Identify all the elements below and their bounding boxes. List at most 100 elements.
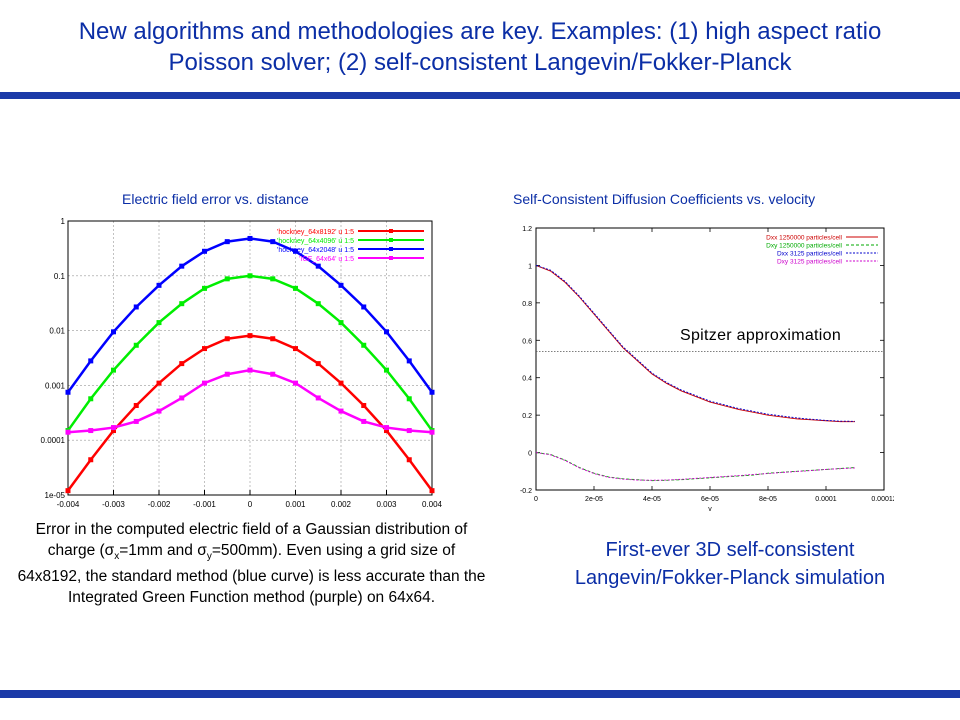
left-data-point — [111, 425, 116, 431]
left-y-tick-label: 0.001 — [45, 381, 66, 390]
left-data-point — [315, 361, 321, 367]
left-legend-label: 'IGF_64x64' u 1:5 — [299, 256, 354, 263]
left-data-point — [406, 396, 412, 402]
right-y-tick-label: 0.4 — [522, 376, 532, 383]
left-data-point — [406, 428, 412, 434]
right-legend-label: Dxy 3125 particles/cell — [777, 259, 843, 266]
left-data-point — [247, 235, 253, 241]
description-part-1: Error in the computed electric field of … — [35, 521, 468, 559]
right-x-tick-label: 0.00012 — [871, 496, 894, 503]
left-data-point — [293, 346, 298, 352]
left-x-tick-label: -0.003 — [102, 500, 125, 509]
left-data-point — [338, 320, 344, 326]
left-x-tick-label: -0.004 — [57, 500, 80, 509]
top-accent-bar — [0, 92, 960, 99]
left-data-point — [65, 429, 71, 435]
left-data-point — [133, 418, 139, 424]
sigma-x-symbol: σ — [104, 541, 115, 559]
right-plot-frame — [535, 227, 885, 491]
left-data-point — [315, 263, 321, 269]
right-x-tick-label: 8e-05 — [759, 496, 777, 503]
left-data-point — [361, 418, 367, 424]
right-x-axis-label: v — [708, 506, 712, 512]
right-x-tick-label: 0.0001 — [815, 496, 837, 503]
left-data-point — [133, 304, 139, 310]
left-data-point — [202, 346, 207, 352]
bottom-accent-bar — [0, 690, 960, 698]
left-data-point — [179, 301, 185, 307]
sigma-y-symbol: σ — [197, 541, 207, 559]
right-y-tick-label: 0.8 — [522, 301, 532, 308]
left-legend-marker — [389, 247, 393, 251]
simulation-summary-line-1: First-ever 3D self-consistent — [605, 539, 855, 561]
left-data-point — [179, 263, 185, 269]
left-y-tick-label: 0.0001 — [41, 436, 66, 445]
left-chart-description: Error in the computed electric field of … — [14, 520, 489, 608]
left-data-point — [65, 488, 71, 494]
left-legend-label: 'hockney_64x4096' u 1:5 — [277, 238, 354, 245]
left-data-point — [224, 239, 230, 245]
left-y-tick-label: 1e-05 — [45, 491, 66, 500]
left-data-point — [270, 336, 276, 342]
right-series-line — [535, 452, 856, 481]
left-data-point — [111, 367, 116, 373]
left-data-point — [384, 329, 389, 335]
slide-title-line-2: Poisson solver; (2) self-consistent Lang… — [168, 49, 792, 76]
left-chart-caption: Electric field error vs. distance — [122, 191, 309, 207]
right-legend-label: Dxy 1250000 particles/cell — [766, 243, 842, 250]
left-data-point — [156, 380, 162, 386]
left-legend-label: 'hockney_64x8192' u 1:5 — [277, 229, 354, 236]
left-data-point — [247, 273, 253, 279]
slide-title: New algorithms and methodologies are key… — [0, 16, 960, 78]
right-y-tick-label: 1.2 — [522, 226, 532, 233]
left-data-point — [247, 367, 253, 373]
left-legend-marker — [389, 256, 393, 260]
left-y-tick-label: 1 — [61, 217, 66, 226]
sigma-x-subscript: x — [114, 550, 120, 562]
left-data-point — [361, 342, 367, 348]
left-data-point — [156, 320, 162, 326]
left-data-point — [65, 389, 71, 395]
right-y-tick-label: 1 — [528, 263, 532, 270]
left-data-point — [315, 395, 321, 401]
left-data-point — [429, 429, 435, 435]
left-x-tick-label: -0.002 — [148, 500, 171, 509]
right-chart-background — [512, 218, 894, 512]
diffusion-coefficients-chart: 02e-054e-056e-058e-050.00010.00012-0.200… — [512, 218, 894, 512]
left-x-tick-label: 0.003 — [376, 500, 397, 509]
right-y-tick-label: 0 — [528, 451, 532, 458]
left-data-point — [111, 329, 116, 335]
right-chart-caption: Self-Consistent Diffusion Coefficients v… — [513, 191, 816, 207]
left-data-point — [293, 285, 298, 291]
left-data-point — [247, 333, 253, 339]
right-legend-label: Dxx 3125 particles/cell — [777, 251, 843, 258]
left-data-point — [88, 396, 94, 402]
left-data-point — [384, 367, 389, 373]
left-data-point — [406, 457, 412, 463]
left-data-point — [133, 342, 139, 348]
left-x-tick-label: 0.002 — [331, 500, 352, 509]
description-part-2: =1mm and — [119, 541, 198, 559]
left-data-point — [361, 304, 367, 310]
right-legend-label: Dxx 1250000 particles/cell — [766, 235, 842, 242]
electric-field-error-chart: -0.004 -0.003 -0.002 -0.001 0 0.001 0.002 0.003… — [36, 213, 454, 513]
left-data-point — [293, 380, 298, 386]
left-y-tick-label: 0.1 — [54, 272, 66, 281]
left-data-point — [202, 285, 207, 291]
left-data-point — [315, 301, 321, 307]
left-data-point — [156, 282, 162, 288]
right-y-tick-label: 0.6 — [522, 338, 532, 345]
left-legend-marker — [389, 238, 393, 242]
left-data-point — [88, 358, 94, 364]
left-x-tick-label: 0 — [248, 500, 253, 509]
left-data-point — [429, 389, 435, 395]
right-x-tick-label: 2e-05 — [585, 496, 603, 503]
left-data-point — [270, 371, 276, 377]
simulation-summary-line-2: Langevin/Fokker-Planck simulation — [574, 567, 886, 589]
left-data-point — [88, 457, 94, 463]
right-y-tick-label: -0.2 — [520, 488, 532, 495]
left-data-point — [384, 428, 389, 434]
left-legend-label: 'hockney_64x2048' u 1:5 — [277, 247, 354, 254]
left-x-tick-label: 0.001 — [285, 500, 306, 509]
left-data-point — [179, 361, 185, 367]
